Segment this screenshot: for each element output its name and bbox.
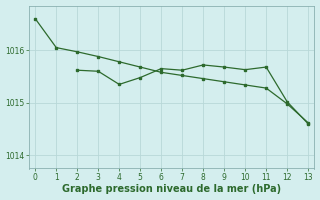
X-axis label: Graphe pression niveau de la mer (hPa): Graphe pression niveau de la mer (hPa) xyxy=(62,184,281,194)
